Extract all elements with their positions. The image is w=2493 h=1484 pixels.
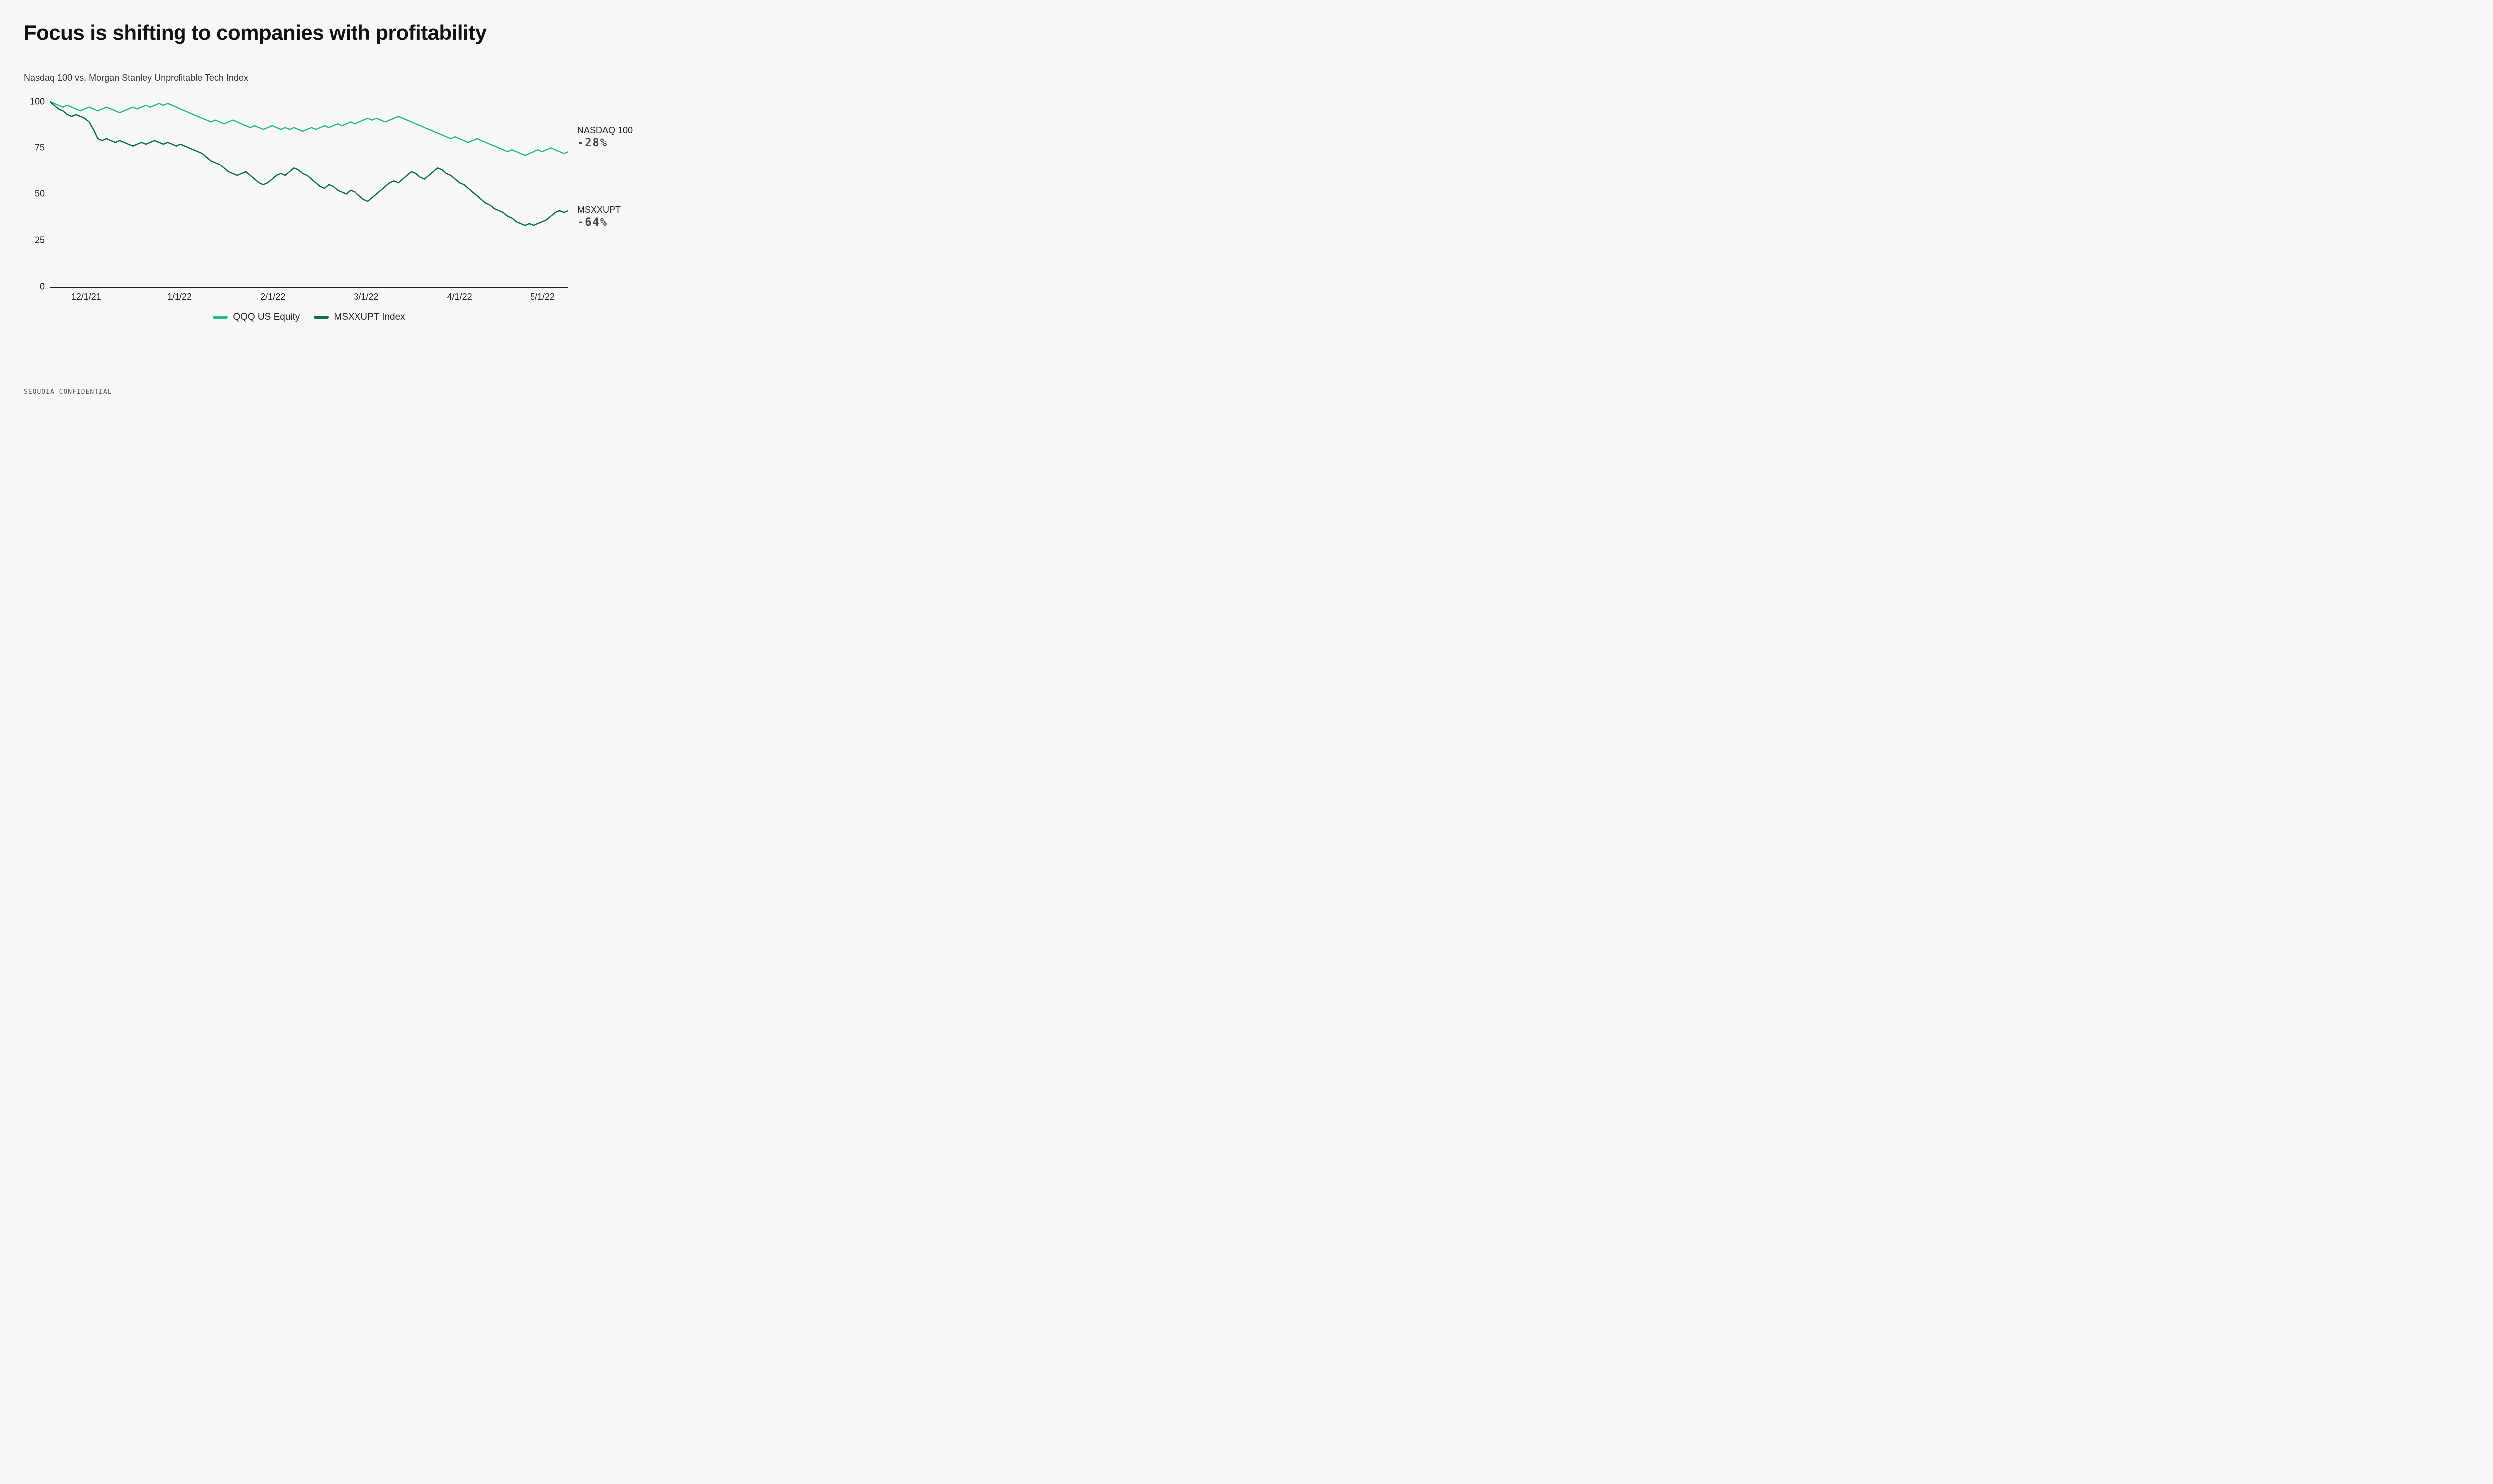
legend-label: MSXXUPT Index <box>334 312 405 323</box>
chart-subtitle: Nasdaq 100 vs. Morgan Stanley Unprofitab… <box>24 73 702 83</box>
x-axis-labels: 12/1/21 1/1/22 2/1/22 3/1/22 4/1/22 5/1/22 <box>50 292 568 306</box>
y-axis-labels: 0 25 50 75 100 <box>24 92 48 327</box>
slide: Focus is shifting to companies with prof… <box>0 0 726 407</box>
chart-plot-area <box>50 92 568 287</box>
callout-name: MSXXUPT <box>577 205 621 215</box>
legend-item: QQQ US Equity <box>213 312 300 323</box>
chart-callouts: NASDAQ 100-28% MSXXUPT-64% <box>577 92 727 287</box>
series-line-qqq <box>50 102 568 156</box>
callout-value: -64% <box>577 216 621 229</box>
slide-title: Focus is shifting to companies with prof… <box>24 21 702 45</box>
y-tick-label: 75 <box>35 143 45 153</box>
y-tick-label: 100 <box>30 96 45 107</box>
y-tick-label: 25 <box>35 235 45 246</box>
chart-legend: QQQ US Equity MSXXUPT Index <box>50 311 568 323</box>
callout-name: NASDAQ 100 <box>577 125 633 136</box>
footer-confidential: SEQUOIA CONFIDENTIAL <box>24 388 112 396</box>
legend-item: MSXXUPT Index <box>314 312 405 323</box>
y-tick-label: 0 <box>40 282 45 292</box>
callout-qqq: NASDAQ 100-28% <box>577 125 633 149</box>
callout-msxxupt: MSXXUPT-64% <box>577 205 621 229</box>
x-tick-label: 5/1/22 <box>530 292 555 302</box>
legend-swatch <box>314 316 329 319</box>
series-line-msxxupt <box>50 102 568 226</box>
x-tick-label: 3/1/22 <box>354 292 378 302</box>
legend-swatch <box>213 316 228 319</box>
x-tick-label: 12/1/21 <box>71 292 101 302</box>
chart-container: 0 25 50 75 100 12/1/21 1/1/22 2/1/22 3/1/22 4/1/… <box>24 92 702 327</box>
legend-label: QQQ US Equity <box>233 312 300 323</box>
y-tick-label: 50 <box>35 189 45 199</box>
x-axis-line <box>50 287 568 288</box>
callout-value: -28% <box>577 137 633 149</box>
x-tick-label: 2/1/22 <box>260 292 285 302</box>
x-tick-label: 1/1/22 <box>167 292 192 302</box>
x-tick-label: 4/1/22 <box>447 292 472 302</box>
chart-svg <box>50 92 568 287</box>
